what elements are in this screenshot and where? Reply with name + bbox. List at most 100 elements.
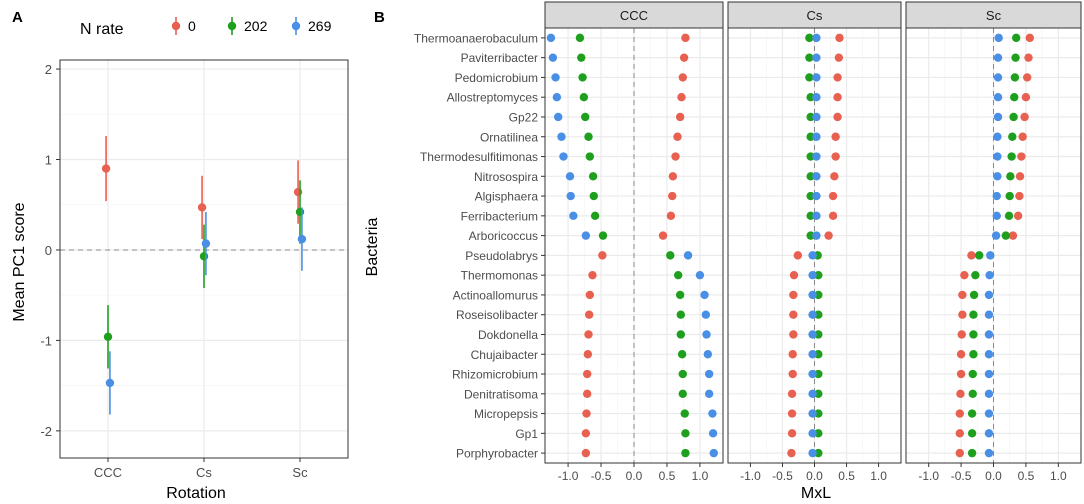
- point-CCC-269-Gp22: [553, 112, 563, 122]
- bacteria-label: Thermodesulfitimonas: [420, 150, 538, 164]
- point-CCC-269-Algisphaera: [566, 191, 575, 201]
- point-CCC-0-Gp1: [581, 429, 591, 438]
- series-202: [967, 33, 1021, 458]
- point-Cs-269-Rhizomicrobium: [808, 369, 817, 379]
- point-Cs-269-Paviterribacter: [812, 53, 821, 62]
- facet-strip: [544, 1, 724, 29]
- point-CCC-269-Chujaibacter: [703, 350, 713, 359]
- point-Sc-269-Pedomicrobium: [993, 73, 1003, 82]
- facets: CCC-1.0 -0.5 0.0 0.5 1.0Cs-1.0 -0.5 0.0 0.5 1.0 S…: [544, 1, 1082, 483]
- point-Cs-202-Actinoallomurus: [814, 290, 823, 300]
- point-Sc-269-Algisphaera: [992, 191, 1001, 201]
- legend-label: 0: [188, 18, 196, 34]
- point-Sc-202-Nitrosospira: [1006, 172, 1015, 181]
- point-Sc-0-Pedomicrobium: [1023, 73, 1032, 82]
- legend-key-point: [227, 21, 237, 31]
- point-CCC-0-Arboricoccus: [658, 231, 668, 240]
- x-tick-label-b: -0.5: [772, 469, 793, 483]
- x-tick-label-b: 0.0: [985, 469, 1002, 483]
- series-269: [808, 33, 821, 458]
- point-Sc-202-Actinoallomurus: [969, 290, 979, 300]
- point-Cs-0-Chujaibacter: [788, 350, 797, 359]
- point-Cs-0-Allostreptomyces: [833, 93, 842, 102]
- point-Cs-269-Thermoanaerobaculum: [812, 33, 821, 43]
- point-Cs-0-Paviterribacter: [834, 53, 844, 62]
- point-CCC-0-Paviterribacter: [679, 53, 689, 62]
- point-CCC-0-Ornatilinea: [673, 132, 682, 141]
- point-CCC-202-Gp1: [681, 429, 690, 438]
- point-Sc-202-Arboricoccus: [1001, 231, 1011, 240]
- point-Cs-202-Denitratisoma: [814, 389, 823, 398]
- point-CCC-0-Actinoallomurus: [585, 290, 595, 300]
- point-CCC-269-Paviterribacter: [548, 53, 558, 62]
- legend-title: N rate: [80, 21, 124, 38]
- point-CCC-269-Denitratisoma: [704, 389, 714, 398]
- point-Sc-0-Porphyrobacter: [955, 448, 964, 458]
- point-Cs-202-Allostreptomyces: [806, 93, 815, 102]
- point-Cs-202-Thermodesulfitimonas: [806, 152, 815, 161]
- point-202-Sc: [295, 207, 305, 217]
- point-Sc-269-Roseisolibacter: [984, 310, 994, 319]
- point-0-Sc: [293, 187, 303, 197]
- x-tick-label-a: CCC: [94, 465, 122, 480]
- bacteria-label: Allostreptomyces: [447, 91, 538, 105]
- point-Sc-0-Gp1: [955, 429, 964, 438]
- bacteria-label: Gp22: [509, 110, 539, 124]
- point-Sc-0-Thermodesulfitimonas: [1017, 152, 1026, 161]
- point-Cs-269-Denitratisoma: [808, 389, 817, 398]
- series-269: [984, 33, 1003, 458]
- point-CCC-0-Porphyrobacter: [581, 448, 591, 458]
- point-Sc-202-Dokdonella: [969, 330, 978, 339]
- point-CCC-0-Chujaibacter: [583, 350, 593, 359]
- point-Sc-0-Micropepsis: [955, 409, 964, 418]
- point-CCC-0-Ferribacterium: [666, 211, 676, 221]
- facet-CCC: CCC -1.0 -0.5 0.0 0.5 1.0: [544, 1, 724, 483]
- point-Cs-269-Arboricoccus: [812, 231, 821, 240]
- point-CCC-0-Gp22: [675, 112, 685, 122]
- point-CCC-269-Actinoallomurus: [700, 290, 709, 300]
- point-Cs-202-Rhizomicrobium: [814, 369, 823, 379]
- point-Sc-269-Thermomonas: [985, 270, 994, 280]
- point-CCC-0-Pseudolabrys: [598, 251, 607, 260]
- point-CCC-269-Roseisolibacter: [701, 310, 711, 319]
- facet-Cs: Cs -1.0 -0.5 0.0 0.5 1.0: [727, 1, 902, 483]
- bacteria-label: Gp1: [515, 427, 538, 441]
- point-Sc-269-Thermoanaerobaculum: [994, 33, 1003, 43]
- point-CCC-0-Allostreptomyces: [677, 93, 686, 102]
- point-CCC-269-Nitrosospira: [565, 172, 575, 181]
- point-CCC-269-Gp1: [708, 429, 718, 438]
- point-CCC-0-Roseisolibacter: [584, 310, 594, 319]
- point-Sc-0-Roseisolibacter: [958, 310, 967, 319]
- point-202-CCC: [103, 332, 113, 341]
- point-Cs-202-Roseisolibacter: [814, 310, 823, 319]
- point-CCC-269-Ornatilinea: [557, 132, 566, 141]
- point-Sc-269-Arboricoccus: [991, 231, 1001, 240]
- series-202: [575, 33, 690, 458]
- point-Sc-202-Roseisolibacter: [969, 310, 978, 319]
- facet-strip-label: Sc: [986, 8, 1002, 23]
- bacteria-label: Thermomonas: [461, 269, 538, 283]
- x-axis-title-a: Rotation: [166, 485, 226, 502]
- bacteria-label: Arboricoccus: [469, 229, 538, 243]
- point-Sc-269-Denitratisoma: [984, 389, 994, 398]
- point-CCC-202-Chujaibacter: [677, 350, 687, 359]
- point-Sc-269-Gp22: [993, 112, 1003, 122]
- point-Sc-0-Nitrosospira: [1015, 172, 1025, 181]
- series-0: [955, 33, 1034, 458]
- point-CCC-202-Nitrosospira: [588, 172, 598, 181]
- point-Sc-202-Gp22: [1009, 112, 1018, 122]
- point-CCC-269-Thermomonas: [695, 270, 705, 280]
- point-Cs-202-Arboricoccus: [806, 231, 815, 240]
- facet-strip-label: Cs: [807, 8, 823, 23]
- point-Cs-0-Rhizomicrobium: [788, 369, 797, 379]
- panel-a: A N rate 0 202 269 2 1 0 -1 -2 CCC Cs Sc Rotation…: [11, 9, 349, 502]
- series-0: [581, 33, 690, 458]
- point-Sc-202-Pseudolabrys: [975, 251, 984, 260]
- point-Sc-202-Gp1: [967, 429, 977, 438]
- point-Cs-269-Nitrosospira: [812, 172, 821, 181]
- x-axis-title-b: MxL: [801, 485, 831, 502]
- point-Cs-202-Ferribacterium: [806, 211, 815, 221]
- point-Sc-269-Paviterribacter: [993, 53, 1003, 62]
- point-Sc-269-Chujaibacter: [984, 350, 994, 359]
